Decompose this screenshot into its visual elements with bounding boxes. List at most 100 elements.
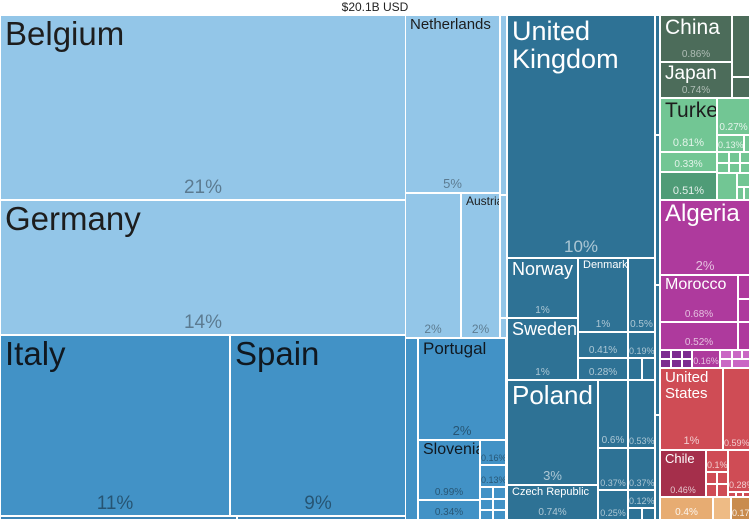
treemap-cell[interactable]: 0.59% [723, 368, 750, 450]
treemap-cell[interactable]: 0.1% [706, 450, 728, 472]
treemap-cell[interactable]: 0.19% [628, 332, 655, 358]
treemap-cell[interactable] [738, 322, 750, 350]
cell-spain[interactable]: Spain 9% [230, 335, 406, 516]
treemap-cell[interactable]: 0.52% [660, 322, 738, 350]
treemap-cell[interactable]: 0.34% [418, 500, 480, 520]
treemap-cell[interactable] [717, 472, 728, 484]
cell-belgium[interactable]: Belgium 21% [0, 15, 406, 200]
treemap-cell[interactable]: 0.17% [731, 497, 750, 520]
treemap-cell[interactable]: 0.13% [717, 135, 744, 152]
treemap-cell[interactable] [480, 487, 493, 499]
treemap-cell[interactable] [493, 499, 506, 510]
treemap-cell[interactable]: 0.37% [628, 448, 655, 490]
treemap-cell[interactable]: 0.27% [717, 98, 750, 135]
treemap-cell[interactable]: 0.25% [598, 490, 628, 520]
cell-denmark[interactable]: Denmark 1% [578, 258, 628, 332]
treemap-cell[interactable] [737, 173, 750, 187]
cell-morocco[interactable]: Morocco 0.68% [660, 275, 738, 322]
cell-austria[interactable]: Austria 2% [461, 193, 500, 338]
treemap-cell[interactable] [738, 299, 750, 322]
treemap-cell[interactable]: 0.16% [480, 440, 506, 465]
cell-sweden[interactable]: Sweden 1% [507, 318, 578, 380]
treemap-cell[interactable] [500, 15, 507, 195]
treemap-cell[interactable]: 0.13% [480, 465, 506, 487]
treemap-cell[interactable] [720, 350, 732, 359]
cell-italy[interactable]: Italy 11% [0, 335, 230, 516]
treemap-cell[interactable] [628, 358, 642, 380]
cell-czech-republic[interactable]: Czech Republic 0.74% [507, 485, 598, 520]
treemap-cell[interactable] [493, 510, 506, 520]
treemap: Belgium 21% Germany 14% Netherlands 5% 2% Austr… [0, 15, 750, 520]
treemap-cell[interactable] [742, 350, 750, 359]
treemap-cell[interactable]: 0.16% [692, 350, 720, 368]
treemap-cell[interactable] [717, 484, 728, 497]
treemap-cell[interactable] [706, 472, 717, 484]
cell-united-states[interactable]: United States 1% [660, 368, 723, 450]
treemap-cell[interactable] [642, 508, 655, 520]
treemap-cell[interactable]: 0.6% [598, 380, 628, 448]
treemap-cell[interactable] [660, 350, 671, 359]
treemap-cell[interactable] [737, 187, 744, 200]
treemap-cell[interactable] [713, 497, 731, 520]
cell-united-kingdom[interactable]: United Kingdom 10% [507, 15, 655, 258]
treemap-cell[interactable] [720, 359, 732, 368]
treemap-cell[interactable] [500, 195, 507, 318]
treemap-cell[interactable]: 0.5% [628, 258, 655, 332]
treemap-cell[interactable] [655, 15, 660, 135]
treemap-cell[interactable] [682, 350, 692, 359]
treemap-cell[interactable] [729, 152, 740, 163]
cell-japan[interactable]: Japan 0.74% [660, 62, 732, 98]
cell-norway[interactable]: Norway 1% [507, 258, 578, 318]
cell-chile[interactable]: Chile 0.46% [660, 450, 706, 497]
treemap-cell[interactable]: 0.53% [628, 380, 655, 448]
treemap-cell[interactable] [729, 163, 740, 173]
treemap-cell[interactable] [736, 492, 743, 497]
treemap-cell[interactable] [732, 15, 750, 77]
treemap-cell[interactable]: 2% [405, 193, 461, 338]
treemap-cell[interactable] [732, 350, 742, 359]
treemap-cell[interactable]: 0.28% [578, 358, 628, 380]
treemap-cell[interactable] [660, 359, 671, 368]
cell-china[interactable]: China 0.86% [660, 15, 732, 62]
treemap-cell[interactable] [744, 187, 750, 200]
cell-algeria[interactable]: Algeria 2% [660, 200, 750, 275]
cell-germany[interactable]: Germany 14% [0, 200, 406, 335]
treemap-cell[interactable]: 0.41% [578, 332, 628, 358]
treemap-cell[interactable] [405, 338, 418, 520]
treemap-cell[interactable] [480, 510, 493, 520]
treemap-cell[interactable] [671, 359, 682, 368]
treemap-cell[interactable] [728, 492, 736, 497]
treemap-cell[interactable]: 0.4% [660, 497, 713, 520]
treemap-cell[interactable] [732, 359, 750, 368]
treemap-cell[interactable] [738, 275, 750, 299]
treemap-cell[interactable] [717, 152, 729, 163]
treemap-cell[interactable] [642, 358, 655, 380]
treemap-cell[interactable] [0, 516, 237, 520]
cell-slovenia[interactable]: Slovenia 0.99% [418, 440, 480, 500]
treemap-cell[interactable] [732, 77, 750, 98]
treemap-cell[interactable] [717, 173, 737, 200]
cell-netherlands[interactable]: Netherlands 5% [405, 15, 500, 193]
treemap-cell[interactable] [237, 516, 406, 520]
treemap-cell[interactable] [493, 487, 506, 499]
cell-portugal[interactable]: Portugal 2% [418, 338, 506, 440]
treemap-cell[interactable]: 0.33% [660, 152, 717, 172]
treemap-cell[interactable] [500, 318, 507, 338]
treemap-cell[interactable]: 0.51% [660, 172, 717, 200]
treemap-cell[interactable] [480, 499, 493, 510]
treemap-cell[interactable] [628, 508, 642, 520]
cell-turkey[interactable]: Turkey 0.81% [660, 98, 717, 152]
treemap-cell[interactable] [744, 135, 750, 152]
treemap-cell[interactable]: 0.37% [598, 448, 628, 490]
cell-poland[interactable]: Poland 3% [507, 380, 598, 485]
treemap-cell[interactable] [655, 285, 660, 415]
treemap-cell[interactable] [671, 350, 682, 359]
treemap-cell[interactable] [706, 484, 717, 497]
treemap-cell[interactable] [717, 163, 729, 173]
treemap-cell[interactable]: 0.28% [728, 450, 750, 492]
treemap-cell[interactable] [740, 152, 750, 163]
treemap-cell[interactable]: 0.12% [628, 490, 655, 508]
treemap-cell[interactable] [682, 359, 692, 368]
treemap-cell[interactable] [655, 135, 660, 285]
treemap-cell[interactable] [740, 163, 750, 173]
